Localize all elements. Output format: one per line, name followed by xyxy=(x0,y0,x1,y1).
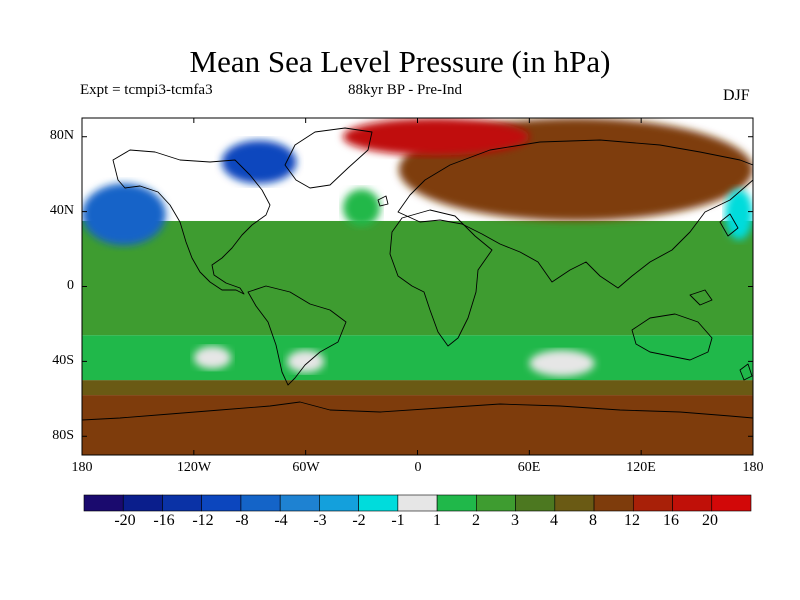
colorbar-label: 20 xyxy=(702,512,718,529)
colorbar-swatch xyxy=(554,494,595,512)
colorbar-swatch xyxy=(319,494,359,512)
experiment-label: Expt = tcmpi3-tcmfa3 xyxy=(80,82,213,98)
colorbar-label: 4 xyxy=(550,512,558,529)
colorbar-label: 16 xyxy=(663,512,679,529)
colorbar-swatch xyxy=(358,494,399,512)
colorbar-swatch xyxy=(711,494,752,512)
y-tick-label: 80N xyxy=(49,128,74,143)
colorbar-label: -8 xyxy=(235,512,249,529)
colorbar-label: 12 xyxy=(624,512,640,529)
x-tick-label: 120W xyxy=(176,460,212,475)
colorbar-label: -12 xyxy=(192,512,214,529)
pressure-region xyxy=(193,346,232,369)
pressure-region xyxy=(82,335,753,381)
colorbar-label: 3 xyxy=(511,512,519,529)
x-tick-label: 120E xyxy=(626,460,656,475)
y-tick-label: 40N xyxy=(49,203,74,218)
colorbar-label: 2 xyxy=(472,512,480,529)
season-label: DJF xyxy=(723,87,750,104)
map-title: Mean Sea Level Pressure (in hPa) xyxy=(189,44,611,79)
x-tick-label: 0 xyxy=(414,460,422,475)
pressure-region xyxy=(529,350,595,377)
colorbar-label: -3 xyxy=(313,512,327,529)
pressure-region xyxy=(725,189,753,240)
pressure-region xyxy=(82,220,753,336)
colorbar-swatch xyxy=(240,494,281,512)
pressure-region xyxy=(342,118,530,156)
coastlines xyxy=(82,127,753,421)
colorbar-swatch xyxy=(672,494,713,512)
colorbar-swatch xyxy=(162,494,203,512)
colorbar-label: -1 xyxy=(391,512,405,529)
colorbar-swatch xyxy=(83,494,124,512)
y-tick-label: 80S xyxy=(52,428,74,443)
colorbar-label: 8 xyxy=(589,512,597,529)
pressure-region xyxy=(82,380,753,396)
colorbar-swatch xyxy=(397,494,438,512)
colorbar-swatch xyxy=(201,494,242,512)
x-tick-label: 180 xyxy=(742,460,764,475)
colorbar-label: -4 xyxy=(274,512,288,529)
colorbar-swatch xyxy=(515,494,556,512)
x-tick-label: 60W xyxy=(292,460,320,475)
colorbar-label: -16 xyxy=(153,512,175,529)
colorbar-swatch xyxy=(476,494,516,512)
colorbar-swatch xyxy=(593,494,634,512)
colorbar-swatch xyxy=(632,494,673,512)
x-tick-label: 180 xyxy=(71,460,93,475)
pressure-region xyxy=(82,183,166,246)
colorbar-label: -20 xyxy=(114,512,136,529)
pressure-region xyxy=(221,140,297,184)
colorbar-swatch xyxy=(122,494,163,512)
y-tick-label: 0 xyxy=(67,278,74,293)
colorbar-label: -2 xyxy=(352,512,366,529)
axis-ticks xyxy=(81,118,754,455)
pressure-field xyxy=(82,118,753,455)
colorbar-label: 1 xyxy=(433,512,441,529)
y-tick-label: 40S xyxy=(52,353,74,368)
colorbar-swatch xyxy=(436,494,477,512)
colorbar xyxy=(83,494,752,512)
colorbar-swatch xyxy=(279,494,320,512)
pressure-region xyxy=(82,395,753,455)
pressure-region xyxy=(342,189,381,227)
period-label: 88kyr BP - Pre-Ind xyxy=(348,82,463,98)
x-tick-label: 60E xyxy=(517,460,541,475)
